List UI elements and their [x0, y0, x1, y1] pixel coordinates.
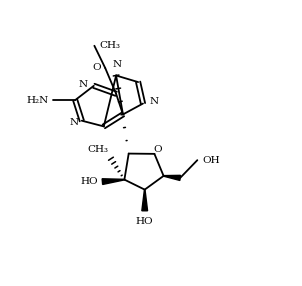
Text: O: O — [92, 63, 101, 72]
Text: N: N — [149, 97, 159, 106]
Text: HO: HO — [80, 177, 98, 186]
Polygon shape — [142, 190, 148, 211]
Text: N: N — [79, 80, 88, 89]
Text: CH₃: CH₃ — [99, 41, 120, 50]
Polygon shape — [164, 175, 181, 180]
Text: H₂N: H₂N — [26, 96, 49, 105]
Text: N: N — [113, 60, 122, 69]
Text: OH: OH — [202, 156, 220, 165]
Text: O: O — [153, 145, 162, 154]
Text: CH₃: CH₃ — [88, 145, 109, 154]
Text: N: N — [69, 118, 78, 128]
Text: HO: HO — [136, 217, 153, 226]
Polygon shape — [102, 179, 124, 184]
